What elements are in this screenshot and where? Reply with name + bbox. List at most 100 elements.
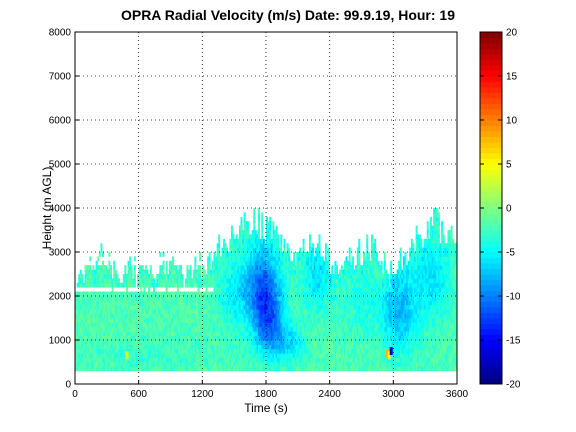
heat-cell [86, 282, 89, 288]
heat-cell [254, 366, 257, 372]
heat-cell [189, 335, 192, 341]
heat-cell [173, 304, 176, 310]
heat-cell [230, 318, 233, 323]
heat-cell [242, 309, 245, 314]
heat-cell [283, 362, 286, 367]
heat-cell [210, 282, 213, 288]
heat-cell [89, 340, 92, 345]
heat-cell [105, 304, 108, 310]
heat-cell [89, 322, 92, 328]
heat-cell [188, 322, 190, 328]
heat-cell [230, 366, 233, 372]
heat-cell [202, 304, 205, 310]
heat-cell [308, 357, 311, 363]
heat-cell [215, 322, 218, 328]
heat-cell [248, 331, 251, 336]
heat-cell [89, 291, 92, 297]
heat-cell [151, 340, 154, 345]
heat-cell [98, 269, 101, 275]
heat-cell [117, 366, 120, 372]
heat-cell [294, 366, 297, 372]
heat-cell [340, 331, 343, 336]
heat-cell [259, 243, 262, 248]
heat-cell [95, 318, 98, 323]
heat-cell [152, 287, 155, 292]
heat-cell [266, 291, 268, 297]
heat-cell [164, 335, 167, 341]
heat-cell [114, 313, 117, 319]
heat-cell [191, 326, 194, 332]
heat-cell [215, 291, 218, 297]
heat-cell [251, 247, 254, 253]
heat-cell [272, 322, 275, 328]
heat-cell [270, 265, 273, 270]
heat-cell [320, 348, 323, 354]
heat-cell [326, 269, 329, 275]
heat-cell [221, 256, 224, 262]
heat-cell [75, 335, 77, 341]
heat-cell [374, 340, 377, 345]
heat-cell [221, 300, 224, 306]
heat-cell [261, 230, 264, 235]
heat-cell [186, 278, 189, 284]
heat-cell [100, 344, 103, 350]
heat-cell [278, 247, 281, 253]
heat-cell [149, 318, 152, 323]
heat-cell [192, 309, 195, 314]
heat-cell [202, 282, 205, 288]
heat-cell [293, 318, 296, 323]
heat-cell [293, 322, 296, 328]
heat-cell [358, 348, 361, 354]
heat-cell [312, 362, 315, 367]
heat-cell [110, 335, 113, 341]
heat-cell [242, 313, 245, 319]
heat-cell [371, 256, 374, 262]
heat-cell [256, 357, 259, 363]
heat-cell [176, 309, 179, 314]
heat-cell [374, 362, 377, 367]
heat-cell [269, 243, 272, 248]
heat-cell [342, 304, 345, 310]
heat-cell [305, 260, 308, 266]
heat-cell [221, 309, 224, 314]
heat-cell [234, 331, 237, 336]
heat-cell [202, 348, 205, 354]
heat-cell [377, 326, 380, 332]
heat-cell [117, 296, 120, 301]
heat-cell [347, 362, 350, 367]
heat-cell [203, 296, 206, 301]
heat-cell [299, 335, 302, 341]
heat-cell [358, 313, 361, 319]
heat-cell [277, 304, 280, 310]
heat-cell [200, 296, 203, 301]
heat-cell [342, 274, 345, 279]
heat-cell [310, 366, 313, 372]
heat-cell [234, 243, 237, 248]
heat-cell [175, 366, 178, 372]
heat-cell [379, 309, 381, 314]
heat-cell [189, 344, 192, 350]
heat-cell [372, 335, 375, 341]
heat-cell [162, 252, 165, 257]
heat-cell [372, 300, 375, 306]
heat-cell [84, 322, 87, 328]
heat-cell [229, 287, 232, 292]
heat-cell [318, 291, 321, 297]
heat-cell [178, 331, 181, 336]
heat-cell [149, 331, 152, 336]
heat-cell [358, 353, 361, 358]
heat-cell [218, 265, 221, 270]
heat-cell [202, 291, 205, 297]
heat-cell [332, 340, 335, 345]
heat-cell [358, 256, 361, 262]
heat-cell [377, 274, 380, 279]
heat-cell [215, 326, 218, 332]
heat-cell [355, 300, 358, 306]
heat-cell [119, 344, 122, 350]
heat-cell [75, 309, 77, 314]
heat-cell [133, 331, 136, 336]
heat-cell [308, 335, 311, 341]
heat-cell [372, 260, 375, 266]
heat-cell [316, 296, 319, 301]
heat-cell [293, 282, 296, 288]
